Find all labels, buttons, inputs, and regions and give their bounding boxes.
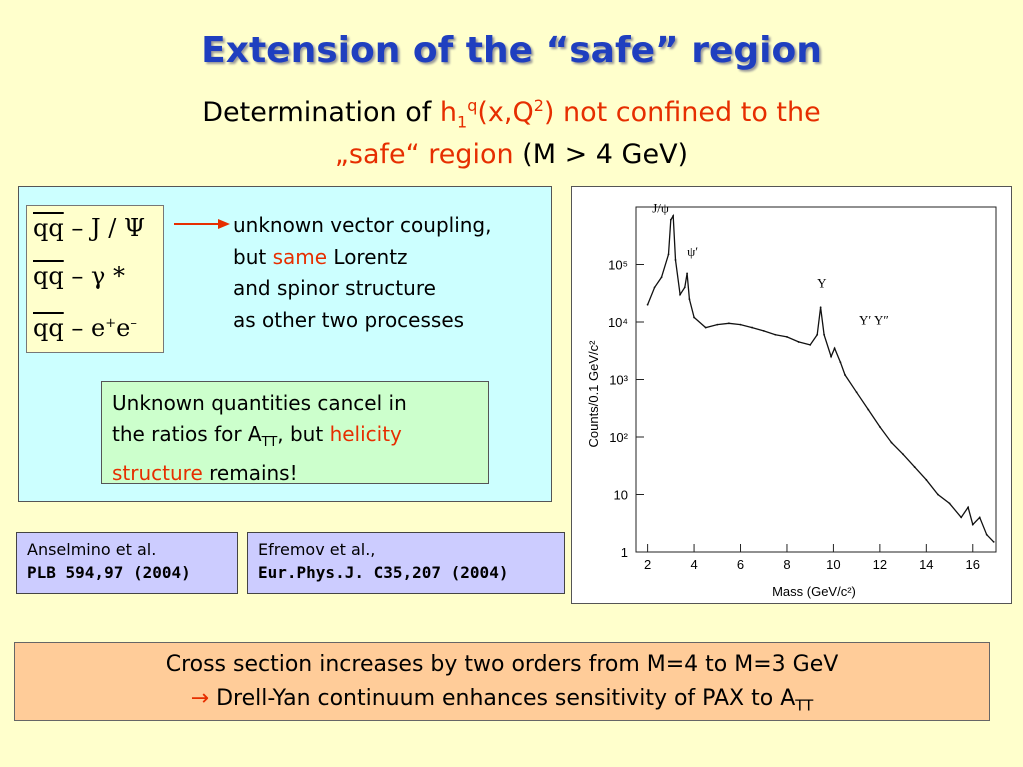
- process-gamma: qq – γ *: [33, 262, 125, 290]
- data-point: [704, 326, 707, 329]
- data-point: [660, 276, 663, 279]
- data-point: [816, 333, 819, 336]
- reference-journal: PLB 594,97 (2004): [27, 563, 191, 582]
- data-point: [674, 259, 677, 261]
- y-tick-label: 10: [614, 488, 628, 503]
- cancel-line1: Unknown quantities cancel in: [112, 391, 407, 415]
- data-point: [786, 336, 788, 338]
- data-point: [819, 306, 822, 309]
- subtitle-line1: Determination of h1q(x,Q2) not confined …: [0, 96, 1023, 131]
- data-point: [925, 478, 928, 481]
- data-point: [797, 341, 800, 343]
- subtitle-line2: „safe“ region (M > 4 GeV): [0, 139, 1023, 170]
- x-tick-label: 8: [783, 557, 790, 572]
- mass-spectrum-chart: 2 4 6 8 10 12 14 16 1 10 10² 10³ 10⁴ 10⁵ J/ψ ψ′ Υ Υ′ Υ″ …: [571, 186, 1012, 604]
- process-formulas: qq – J / Ψ qq – γ * qq – e+e–: [26, 205, 164, 353]
- conclusion-line1: Cross section increases by two orders fr…: [165, 652, 839, 677]
- x-tick-label: 2: [644, 557, 651, 572]
- x-tick-label: 4: [690, 557, 697, 572]
- reference-author: Efremov et al.,: [258, 540, 376, 559]
- data-point: [688, 298, 691, 301]
- y-tick-label: 10²: [609, 430, 628, 445]
- data-point: [667, 253, 670, 256]
- data-point: [948, 502, 951, 505]
- peak-label: ψ′: [687, 244, 698, 259]
- data-point: [762, 330, 765, 332]
- data-point: [855, 391, 858, 394]
- reference-anselmino: Anselmino et al. PLB 594,97 (2004): [16, 532, 238, 594]
- x-tick-label: 16: [966, 557, 980, 572]
- data-point: [693, 316, 695, 319]
- data-point: [686, 272, 688, 275]
- data-point: [937, 493, 939, 496]
- note-line3: and spinor structure: [233, 276, 436, 300]
- data-point: [913, 466, 916, 468]
- process-ee: qq – e+e–: [33, 314, 137, 342]
- cancel-line3: structure remains!: [112, 461, 298, 485]
- y-axis-label: Counts/0.1 GeV/c²: [586, 340, 601, 448]
- data-point: [978, 516, 981, 519]
- data-point: [839, 361, 842, 364]
- x-tick-label: 6: [737, 557, 744, 572]
- data-point: [669, 218, 672, 221]
- peak-label: Υ: [817, 275, 827, 290]
- subtitle-prefix: Determination of: [202, 97, 440, 128]
- reference-journal: Eur.Phys.J. C35,207 (2004): [258, 563, 509, 582]
- coupling-note: unknown vector coupling, but same Lorent…: [233, 210, 491, 336]
- mass-cut-text: (M > 4 GeV): [513, 139, 689, 170]
- data-point: [646, 303, 649, 306]
- note-line4: as other two processes: [233, 307, 465, 332]
- data-point: [672, 215, 675, 217]
- spectrum-line: [646, 213, 995, 543]
- data-point: [751, 326, 754, 329]
- data-point: [902, 453, 904, 456]
- slide-title: Extension of the “safe” region: [201, 30, 822, 71]
- x-tick-label: 10: [826, 557, 840, 572]
- note-line2: but same Lorentz: [233, 244, 408, 269]
- data-point: [867, 408, 870, 411]
- cancel-box: Unknown quantities cancel in the ratios …: [101, 381, 489, 485]
- y-tick-label: 10³: [609, 373, 628, 388]
- data-point: [878, 425, 881, 428]
- data-point: [728, 322, 730, 325]
- peak-label: Υ′ Υ″: [859, 313, 889, 328]
- data-point: [809, 343, 812, 346]
- data-point: [679, 293, 682, 296]
- x-tick-label: 14: [919, 557, 933, 572]
- cancel-line2: the ratios for ATT, but helicity: [112, 422, 402, 450]
- data-point: [971, 523, 974, 526]
- y-tick-label: 10⁵: [608, 258, 628, 273]
- data-point: [992, 540, 995, 543]
- data-point: [985, 533, 988, 536]
- note-line1: unknown vector coupling,: [233, 213, 492, 237]
- data-point: [844, 374, 846, 376]
- safe-region-text: „safe“ region: [334, 139, 514, 170]
- conclusion-line2: → Drell-Yan continuum enhances sensitivi…: [190, 686, 814, 715]
- data-point: [833, 347, 836, 350]
- peak-label: J/ψ: [652, 201, 669, 216]
- data-point: [774, 333, 777, 336]
- data-point: [967, 506, 970, 509]
- data-point: [739, 323, 742, 326]
- y-tick-label: 1: [621, 545, 628, 560]
- process-jpsi: qq – J / Ψ: [33, 214, 146, 242]
- data-point: [823, 333, 826, 336]
- data-point: [890, 441, 893, 444]
- y-tick-label: 10⁴: [608, 315, 628, 330]
- data-point: [683, 286, 686, 289]
- reference-author: Anselmino et al.: [27, 540, 157, 559]
- x-axis-label: Mass (GeV/c²): [772, 584, 856, 599]
- arrow-icon: [174, 219, 230, 229]
- data-point: [830, 355, 832, 358]
- data-point: [716, 323, 719, 326]
- right-arrow-icon: →: [190, 686, 210, 711]
- conclusion-box: Cross section increases by two orders fr…: [14, 642, 990, 721]
- subtitle-formula: h1q(x,Q2) not confined to the: [439, 96, 821, 132]
- data-point: [960, 516, 963, 519]
- data-point: [653, 286, 656, 289]
- x-tick-label: 12: [873, 557, 887, 572]
- reference-efremov: Efremov et al., Eur.Phys.J. C35,207 (200…: [247, 532, 565, 594]
